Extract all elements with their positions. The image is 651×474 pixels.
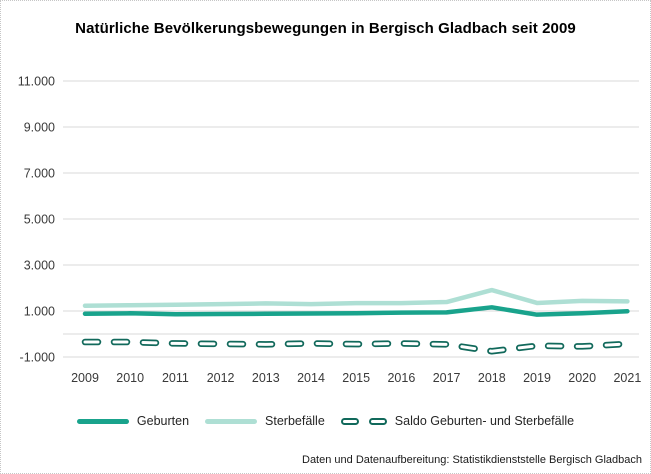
series-line-sterbefaelle [82,287,630,308]
x-axis-tick-label: 2014 [297,371,325,385]
saldo-dash-icon [340,417,359,425]
legend-swatch-geburten [76,418,129,424]
x-axis-tick-label: 2011 [162,371,189,385]
x-axis-tick-label: 2013 [252,371,280,385]
chart-svg: 11.000 9.000 7.000 5.000 3.000 1.000 -1.000 200… [18,75,642,386]
legend-item-sterbefaelle: Sterbefälle [205,414,325,428]
x-axis-tick-label: 2012 [207,371,235,385]
x-axis-tick-label: 2017 [433,371,461,385]
y-axis-tick-label: 11.000 [18,75,55,89]
y-axis-tick-label: 3.000 [24,259,55,273]
x-axis-tick-label: 2018 [478,371,506,385]
legend-item-saldo: Saldo Geburten- und Sterbefälle [340,414,575,428]
series-line-geburten [82,305,630,317]
saldo-dash-icon [368,417,387,425]
legend-swatch-sterbefaelle [205,418,258,424]
legend-label-geburten: Geburten [136,414,190,428]
legend-label-saldo: Saldo Geburten- und Sterbefälle [394,414,575,428]
legend-label-sterbefaelle: Sterbefälle [265,414,325,428]
x-axis-tick-label: 2020 [568,371,596,385]
x-axis-tick-label: 2009 [71,371,99,385]
chart-title: Natürliche Bevölkerungsbewegungen in Ber… [75,20,576,37]
chart-legend: Geburten Sterbefälle Saldo Geburten- und… [1,414,650,428]
y-axis-tick-label: 7.000 [24,167,55,181]
source-note: Daten und Datenaufbereitung: Statistikdi… [302,454,642,466]
x-axis-tick-label: 2010 [116,371,144,385]
x-axis-tick-label: 2015 [342,371,370,385]
y-axis-tick-label: -1.000 [20,351,55,365]
y-axis-tick-label: 5.000 [24,213,55,227]
legend-swatch-saldo [340,417,387,425]
x-axis-tick-label: 2021 [613,371,641,385]
x-axis-tick-label: 2016 [387,371,415,385]
series-line-saldo-core [83,340,629,353]
y-axis-tick-label: 9.000 [24,121,55,135]
x-axis-tick-label: 2019 [523,371,551,385]
y-axis-tick-label: 1.000 [24,305,55,319]
legend-item-geburten: Geburten [76,414,190,428]
